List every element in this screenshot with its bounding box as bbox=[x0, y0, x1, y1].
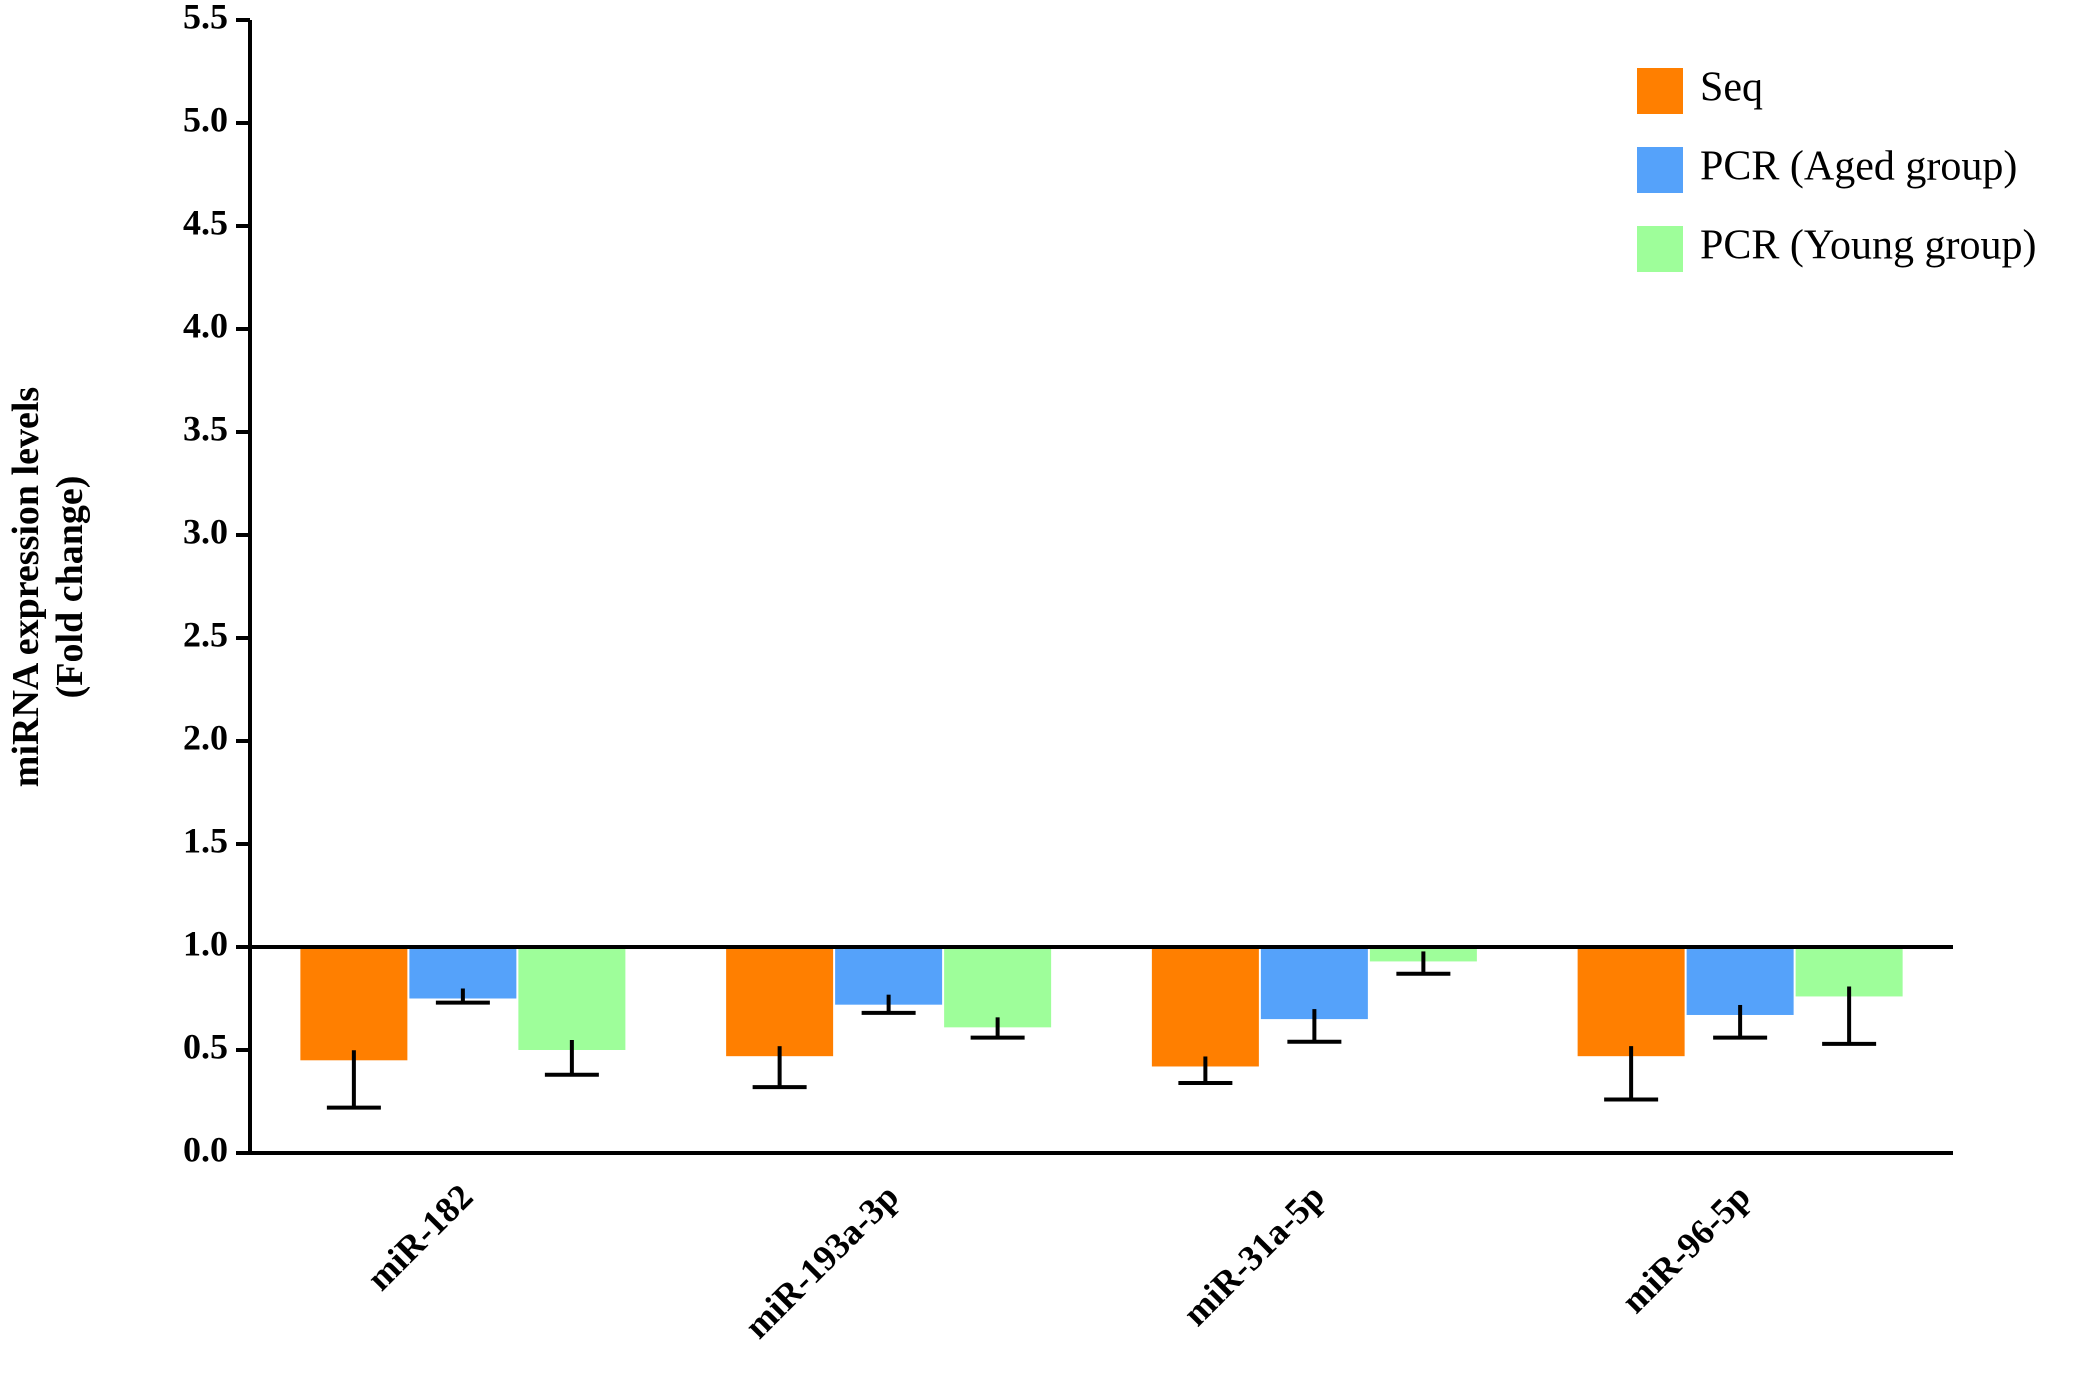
y-tick-label: 0.0 bbox=[183, 1129, 228, 1169]
y-tick-label: 4.5 bbox=[183, 202, 228, 242]
y-tick-label: 2.0 bbox=[183, 717, 228, 757]
error-bar bbox=[326, 1050, 381, 1110]
x-tick-label: miR-96-5p bbox=[1614, 1176, 1758, 1320]
y-tick-label: 1.5 bbox=[183, 820, 228, 860]
error-bar bbox=[1604, 1046, 1659, 1102]
bar bbox=[1260, 947, 1368, 1020]
legend-label: Seq bbox=[1700, 65, 1763, 111]
y-axis-title-line: (Fold change) bbox=[49, 476, 91, 699]
y-tick-label: 3.5 bbox=[183, 408, 228, 448]
y-tick-label: 5.0 bbox=[183, 99, 228, 139]
error-bar bbox=[970, 1017, 1025, 1040]
y-tick-label: 1.0 bbox=[183, 923, 228, 963]
bar bbox=[300, 947, 408, 1061]
x-tick-label: miR-193a-3p bbox=[737, 1176, 907, 1346]
legend-swatch bbox=[1637, 147, 1683, 193]
y-tick-label: 0.5 bbox=[183, 1026, 228, 1066]
legend-swatch bbox=[1637, 68, 1683, 114]
error-bar bbox=[1713, 1004, 1768, 1040]
y-tick-label: 3.0 bbox=[183, 511, 228, 551]
x-tick-label: miR-182 bbox=[359, 1176, 481, 1298]
error-bar bbox=[1396, 951, 1451, 976]
error-bar bbox=[861, 994, 916, 1015]
bar bbox=[1686, 947, 1794, 1015]
error-bar bbox=[752, 1046, 807, 1090]
error-bar bbox=[544, 1040, 599, 1077]
bar bbox=[944, 947, 1052, 1028]
legend-label: PCR (Young group) bbox=[1700, 223, 2036, 269]
error-bar bbox=[1178, 1056, 1233, 1085]
error-bar bbox=[435, 988, 490, 1005]
bar bbox=[726, 947, 834, 1057]
error-bar bbox=[1822, 986, 1877, 1046]
y-axis-title: miRNA expression levels (Fold change) bbox=[5, 387, 91, 787]
y-tick-label: 4.0 bbox=[183, 305, 228, 345]
y-tick-label: 5.5 bbox=[183, 0, 228, 36]
y-tick-label: 2.5 bbox=[183, 614, 228, 654]
legend-label: PCR (Aged group) bbox=[1700, 144, 2017, 190]
legend-swatch bbox=[1637, 226, 1683, 272]
bar bbox=[1151, 947, 1259, 1067]
y-axis-title-line: miRNA expression levels bbox=[5, 387, 47, 787]
error-bar bbox=[1287, 1009, 1342, 1044]
bar bbox=[1577, 947, 1685, 1057]
x-tick-label: miR-31a-5p bbox=[1175, 1176, 1332, 1333]
bar bbox=[518, 947, 626, 1050]
